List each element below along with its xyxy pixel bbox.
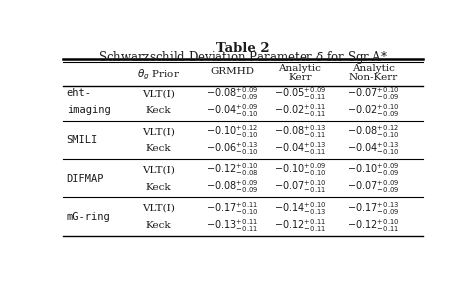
Text: Keck: Keck — [146, 182, 171, 191]
Text: $-0.12^{+0.10}_{-0.08}$: $-0.12^{+0.10}_{-0.08}$ — [206, 162, 258, 178]
Text: $-0.12^{+0.10}_{-0.11}$: $-0.12^{+0.10}_{-0.11}$ — [347, 217, 400, 233]
Text: $-0.08^{+0.09}_{-0.09}$: $-0.08^{+0.09}_{-0.09}$ — [206, 85, 258, 102]
Text: $-0.04^{+0.13}_{-0.11}$: $-0.04^{+0.13}_{-0.11}$ — [273, 140, 326, 157]
Text: $-0.10^{+0.09}_{-0.09}$: $-0.10^{+0.09}_{-0.09}$ — [347, 162, 400, 178]
Text: Analytic: Analytic — [278, 64, 321, 73]
Text: VLT(I): VLT(I) — [142, 204, 175, 213]
Text: Analytic: Analytic — [352, 64, 395, 73]
Text: Keck: Keck — [146, 144, 171, 153]
Text: $-0.17^{+0.11}_{-0.10}$: $-0.17^{+0.11}_{-0.10}$ — [206, 200, 258, 217]
Text: Non-Kerr: Non-Kerr — [349, 72, 398, 82]
Text: $-0.02^{+0.10}_{-0.09}$: $-0.02^{+0.10}_{-0.09}$ — [347, 102, 400, 119]
Text: $-0.05^{+0.09}_{-0.11}$: $-0.05^{+0.09}_{-0.11}$ — [273, 85, 326, 102]
Text: Schwarzschild Deviation Parameter $\delta$ for Sgr A*: Schwarzschild Deviation Parameter $\delt… — [98, 49, 388, 66]
Text: $-0.07^{+0.09}_{-0.09}$: $-0.07^{+0.09}_{-0.09}$ — [347, 179, 400, 195]
Text: $-0.07^{+0.10}_{-0.11}$: $-0.07^{+0.10}_{-0.11}$ — [273, 179, 326, 195]
Text: mG-ring: mG-ring — [66, 212, 110, 222]
Text: SMILI: SMILI — [66, 135, 98, 146]
Text: eht-: eht- — [66, 88, 91, 98]
Text: imaging: imaging — [66, 105, 110, 115]
Text: VLT(I): VLT(I) — [142, 89, 175, 98]
Text: $-0.07^{+0.10}_{-0.09}$: $-0.07^{+0.10}_{-0.09}$ — [347, 85, 400, 102]
Text: Keck: Keck — [146, 106, 171, 115]
Text: $-0.10^{+0.09}_{-0.10}$: $-0.10^{+0.09}_{-0.10}$ — [273, 162, 326, 178]
Text: $-0.04^{+0.13}_{-0.10}$: $-0.04^{+0.13}_{-0.10}$ — [347, 140, 400, 157]
Text: $-0.14^{+0.10}_{-0.13}$: $-0.14^{+0.10}_{-0.13}$ — [273, 200, 326, 217]
Text: $-0.08^{+0.09}_{-0.09}$: $-0.08^{+0.09}_{-0.09}$ — [206, 179, 258, 195]
Text: VLT(I): VLT(I) — [142, 127, 175, 137]
Text: Table 2: Table 2 — [216, 42, 270, 55]
Text: $\theta_g$ Prior: $\theta_g$ Prior — [137, 67, 180, 82]
Text: $-0.04^{+0.09}_{-0.10}$: $-0.04^{+0.09}_{-0.10}$ — [206, 102, 258, 119]
Text: $-0.08^{+0.12}_{-0.10}$: $-0.08^{+0.12}_{-0.10}$ — [347, 124, 400, 140]
Text: Keck: Keck — [146, 221, 171, 230]
Text: DIFMAP: DIFMAP — [66, 174, 104, 184]
Text: GRMHD: GRMHD — [210, 67, 254, 76]
Text: $-0.12^{+0.11}_{-0.11}$: $-0.12^{+0.11}_{-0.11}$ — [274, 217, 326, 233]
Text: Kerr: Kerr — [288, 72, 312, 82]
Text: VLT(I): VLT(I) — [142, 165, 175, 175]
Text: $-0.06^{+0.13}_{-0.10}$: $-0.06^{+0.13}_{-0.10}$ — [206, 140, 258, 157]
Text: $-0.17^{+0.13}_{-0.09}$: $-0.17^{+0.13}_{-0.09}$ — [347, 200, 400, 217]
Text: $-0.08^{+0.13}_{-0.11}$: $-0.08^{+0.13}_{-0.11}$ — [273, 124, 326, 140]
Text: $-0.02^{+0.11}_{-0.11}$: $-0.02^{+0.11}_{-0.11}$ — [274, 102, 326, 119]
Text: $-0.13^{+0.11}_{-0.11}$: $-0.13^{+0.11}_{-0.11}$ — [206, 217, 258, 233]
Text: $-0.10^{+0.12}_{-0.10}$: $-0.10^{+0.12}_{-0.10}$ — [206, 124, 258, 140]
